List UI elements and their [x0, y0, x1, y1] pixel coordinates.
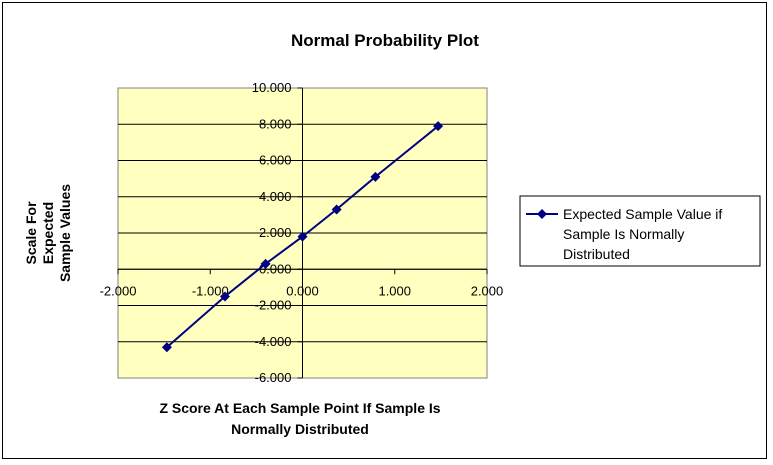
x-tick-label: 1.000 [378, 283, 411, 298]
y-tick-label: 6.000 [259, 153, 292, 168]
data-point-marker [161, 342, 172, 353]
legend-box [519, 195, 761, 267]
y-axis-label-line-2: Expected [40, 202, 56, 264]
y-tick-label: -6.000 [255, 370, 292, 385]
x-tick-label: -1.000 [192, 283, 229, 298]
axes [117, 87, 488, 379]
data-point-marker [331, 204, 342, 215]
y-tick-label: 4.000 [259, 189, 292, 204]
data-series [161, 121, 444, 353]
legend-label-line-1: Expected Sample Value if [563, 206, 722, 222]
x-axis-label-line-1: Z Score At Each Sample Point If Sample I… [159, 400, 440, 416]
legend-marker [537, 209, 547, 219]
data-point-marker [220, 291, 231, 302]
data-point-marker [433, 121, 444, 132]
legend-label-line-3: Distributed [563, 246, 630, 262]
y-axis-label-line-1: Scale For [23, 201, 39, 265]
data-point-marker [297, 231, 308, 242]
tick-labels: 10.0008.0006.0004.0002.0000.000-2.000-4.… [100, 80, 504, 385]
chart-title: Normal Probability Plot [291, 31, 479, 50]
y-tick-label: -2.000 [255, 298, 292, 313]
x-tick-label: 2.000 [471, 283, 504, 298]
data-point-marker [370, 171, 381, 182]
y-axis-label: Scale For Expected Sample Values [23, 184, 73, 282]
data-point-marker [260, 258, 271, 269]
y-tick-label: 10.000 [252, 80, 292, 95]
x-tick-label: 0.000 [286, 283, 319, 298]
y-tick-label: 8.000 [259, 116, 292, 131]
legend: Expected Sample Value if Sample Is Norma… [519, 195, 761, 267]
y-tick-label: -4.000 [255, 334, 292, 349]
x-tick-label: -2.000 [100, 283, 137, 298]
x-axis-label-line-2: Normally Distributed [231, 421, 369, 437]
y-axis-label-line-3: Sample Values [57, 184, 73, 282]
y-tick-label: 2.000 [259, 225, 292, 240]
legend-label-line-2: Sample Is Normally [563, 226, 684, 242]
